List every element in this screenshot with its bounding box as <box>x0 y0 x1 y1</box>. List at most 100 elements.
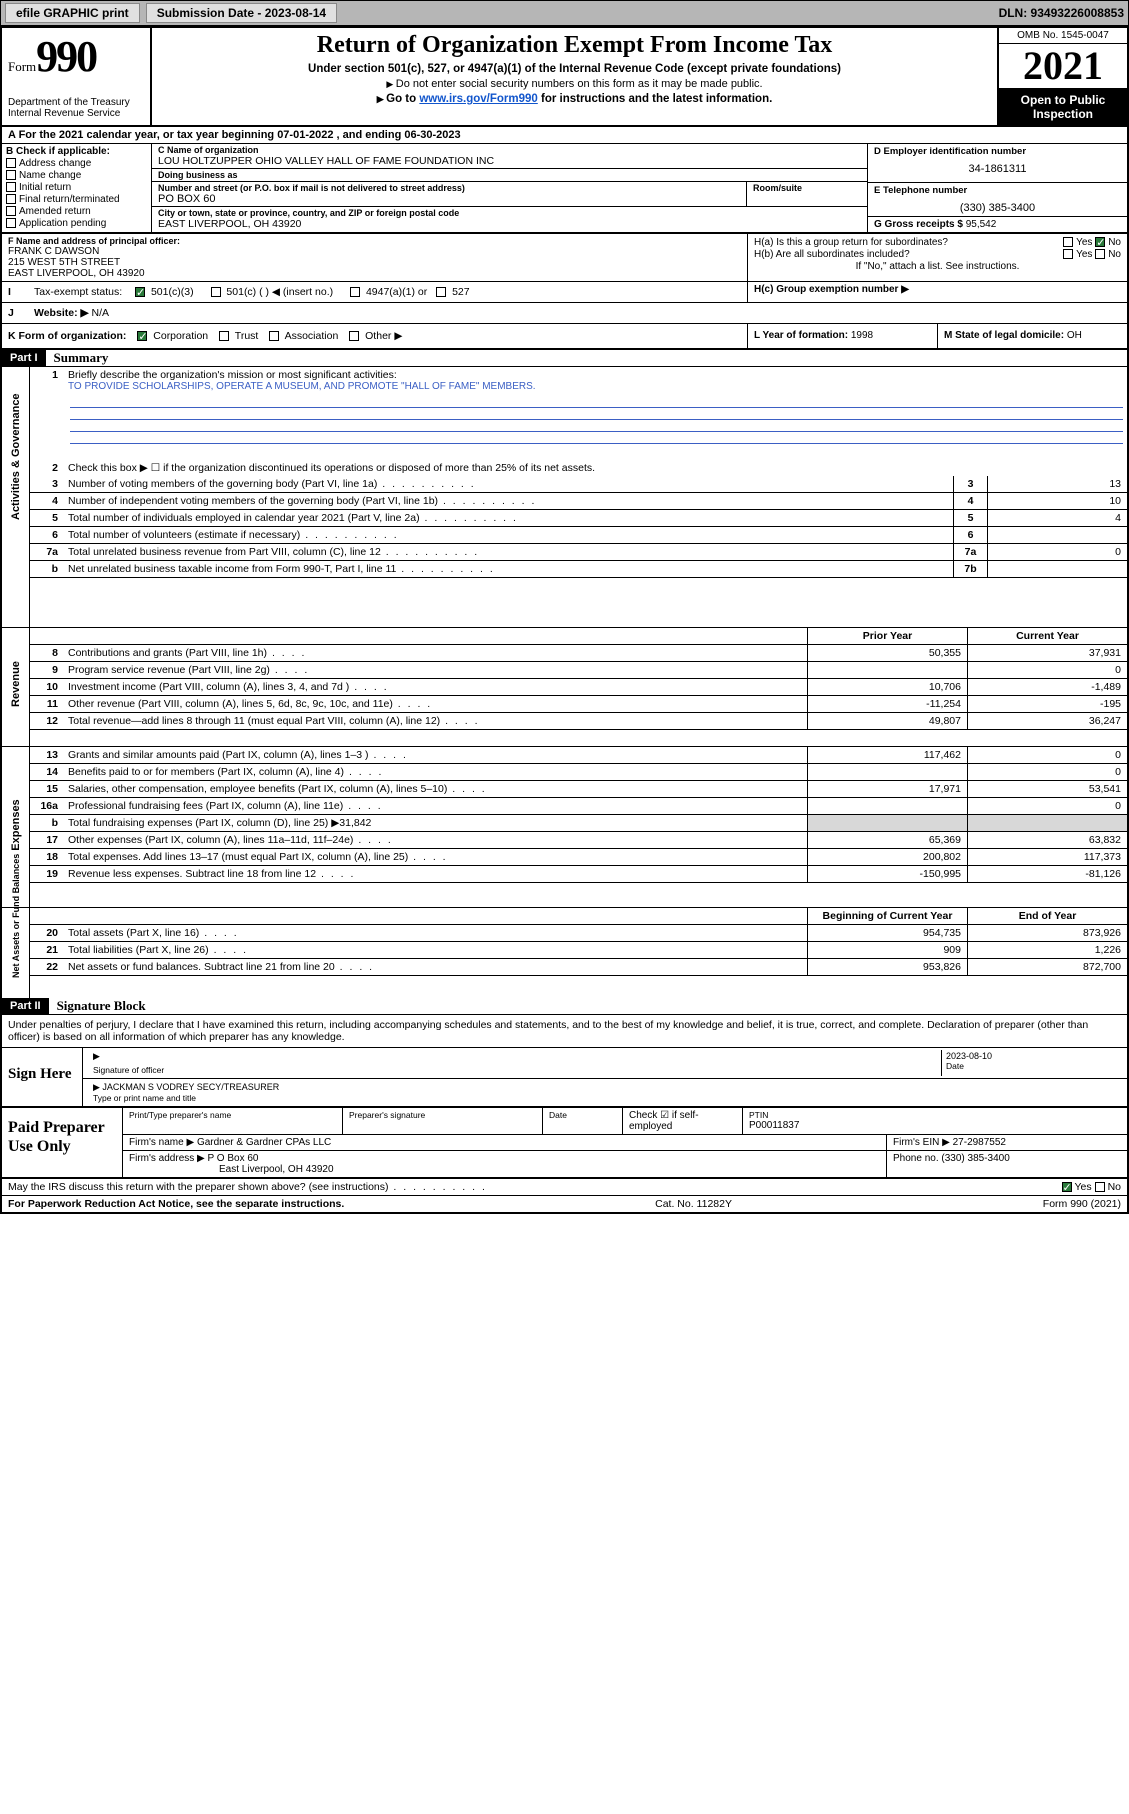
paid-preparer-label: Paid Preparer Use Only <box>2 1108 122 1177</box>
check-initial-return[interactable] <box>6 182 16 192</box>
tab-net-assets: Net Assets or Fund Balances <box>2 908 30 998</box>
gov-line-7a: Total unrelated business revenue from Pa… <box>64 544 953 560</box>
check-name-change[interactable] <box>6 170 16 180</box>
rev-line-11: Other revenue (Part VIII, column (A), li… <box>64 696 807 712</box>
check-other[interactable] <box>349 331 359 341</box>
firm-address: Firm's address ▶ P O Box 60 East Liverpo… <box>123 1151 887 1177</box>
exp-line-16a: Professional fundraising fees (Part IX, … <box>64 798 807 814</box>
website-cell: JWebsite: ▶ N/A <box>2 302 1127 323</box>
signature-date: 2023-08-10 Date <box>941 1050 1121 1076</box>
check-corporation[interactable] <box>137 331 147 341</box>
omb-number: OMB No. 1545-0047 <box>999 28 1127 44</box>
rev-prior-11: -11,254 <box>807 696 967 712</box>
check-final-return[interactable] <box>6 194 16 204</box>
group-exemption-cell: H(c) Group exemption number ▶ <box>747 282 1127 302</box>
exp-line-17: Other expenses (Part IX, column (A), lin… <box>64 832 807 848</box>
gov-val-6 <box>987 527 1127 543</box>
gov-val-7a: 0 <box>987 544 1127 560</box>
exp-curr-14: 0 <box>967 764 1127 780</box>
gov-box-7a: 7a <box>953 544 987 560</box>
form-number: Form990 <box>8 31 144 82</box>
gov-box-b: 7b <box>953 561 987 577</box>
net-prior-22: 953,826 <box>807 959 967 975</box>
exp-line-13: Grants and similar amounts paid (Part IX… <box>64 747 807 763</box>
submission-date-badge: Submission Date - 2023-08-14 <box>146 3 337 23</box>
check-application-pending[interactable] <box>6 218 16 228</box>
form-of-org: K Form of organization: Corporation Trus… <box>2 324 747 348</box>
sign-here-label: Sign Here <box>2 1048 82 1106</box>
tab-activities-governance: Activities & Governance <box>2 367 30 627</box>
net-curr-21: 1,226 <box>967 942 1127 958</box>
check-amended-return[interactable] <box>6 206 16 216</box>
officer-name: ▶ JACKMAN S VODREY SECY/TREASURER Type o… <box>89 1081 1121 1104</box>
top-bar: efile GRAPHIC print Submission Date - 20… <box>0 0 1129 26</box>
check-527[interactable] <box>436 287 446 297</box>
exp-line-19: Revenue less expenses. Subtract line 18 … <box>64 866 807 882</box>
rev-line-12: Total revenue—add lines 8 through 11 (mu… <box>64 713 807 729</box>
tax-exempt-status: ITax-exempt status: 501(c)(3) 501(c) ( )… <box>2 282 747 302</box>
net-prior-21: 909 <box>807 942 967 958</box>
street-cell: Number and street (or P.O. box if mail i… <box>152 182 747 206</box>
ha-no[interactable] <box>1095 237 1105 247</box>
officer-signature[interactable]: ▶ Signature of officer <box>89 1050 941 1076</box>
check-association[interactable] <box>269 331 279 341</box>
rev-curr-12: 36,247 <box>967 713 1127 729</box>
dba-cell: Doing business as <box>152 169 867 182</box>
firm-phone: Phone no. (330) 385-3400 <box>887 1151 1127 1177</box>
exp-line-15: Salaries, other compensation, employee b… <box>64 781 807 797</box>
box-b-checkboxes: B Check if applicable: Address change Na… <box>2 144 152 232</box>
discuss-yes[interactable] <box>1062 1182 1072 1192</box>
irs-link[interactable]: www.irs.gov/Form990 <box>419 93 537 105</box>
phone-cell: E Telephone number (330) 385-3400 <box>868 183 1127 217</box>
ha-yes[interactable] <box>1063 237 1073 247</box>
exp-curr-18: 117,373 <box>967 849 1127 865</box>
year-formation: L Year of formation: 1998 <box>748 324 938 348</box>
hb-no[interactable] <box>1095 249 1105 259</box>
line-a-tax-year: A For the 2021 calendar year, or tax yea… <box>2 127 1127 144</box>
gov-box-6: 6 <box>953 527 987 543</box>
dln-label: DLN: 93493226008853 <box>999 6 1124 20</box>
gov-box-3: 3 <box>953 476 987 492</box>
discuss-no[interactable] <box>1095 1182 1105 1192</box>
rev-prior-9 <box>807 662 967 678</box>
net-line-22: Net assets or fund balances. Subtract li… <box>64 959 807 975</box>
rev-curr-10: -1,489 <box>967 679 1127 695</box>
net-line-20: Total assets (Part X, line 16) <box>64 925 807 941</box>
preparer-signature[interactable]: Preparer's signature <box>343 1108 543 1134</box>
check-4947[interactable] <box>350 287 360 297</box>
rev-prior-10: 10,706 <box>807 679 967 695</box>
gross-receipts-cell: G Gross receipts $ 95,542 <box>868 217 1127 232</box>
hb-yes[interactable] <box>1063 249 1073 259</box>
form-footer: For Paperwork Reduction Act Notice, see … <box>2 1196 1127 1212</box>
rev-curr-11: -195 <box>967 696 1127 712</box>
check-trust[interactable] <box>219 331 229 341</box>
check-address-change[interactable] <box>6 158 16 168</box>
tax-year: 2021 <box>999 44 1127 89</box>
gov-line-5: Total number of individuals employed in … <box>64 510 953 526</box>
exp-prior-15: 17,971 <box>807 781 967 797</box>
gov-val-3: 13 <box>987 476 1127 492</box>
line-16b-curr <box>967 815 1127 831</box>
col-end-year: End of Year <box>967 908 1127 924</box>
line-1-mission: Briefly describe the organization's miss… <box>64 367 1127 394</box>
preparer-name: Print/Type preparer's name <box>123 1108 343 1134</box>
preparer-date: Date <box>543 1108 623 1134</box>
org-name-cell: C Name of organization LOU HOLTZUPPER OH… <box>152 144 867 169</box>
state-domicile: M State of legal domicile: OH <box>938 324 1127 348</box>
check-501c3[interactable] <box>135 287 145 297</box>
city-cell: City or town, state or province, country… <box>152 207 867 231</box>
efile-print-button[interactable]: efile GRAPHIC print <box>5 3 140 23</box>
part-1-header: Part I Summary <box>2 350 1127 367</box>
rev-curr-8: 37,931 <box>967 645 1127 661</box>
part-2-header: Part II Signature Block <box>2 998 1127 1015</box>
gov-line-3: Number of voting members of the governin… <box>64 476 953 492</box>
exp-curr-17: 63,832 <box>967 832 1127 848</box>
self-employed-check[interactable]: Check ☑ if self-employed <box>623 1108 743 1134</box>
net-curr-20: 873,926 <box>967 925 1127 941</box>
gov-val-b <box>987 561 1127 577</box>
check-501c[interactable] <box>211 287 221 297</box>
line-16b-prior <box>807 815 967 831</box>
department-label: Department of the Treasury Internal Reve… <box>8 97 144 119</box>
firm-name: Firm's name ▶ Gardner & Gardner CPAs LLC <box>123 1135 887 1150</box>
line-16b: Total fundraising expenses (Part IX, col… <box>64 815 807 831</box>
